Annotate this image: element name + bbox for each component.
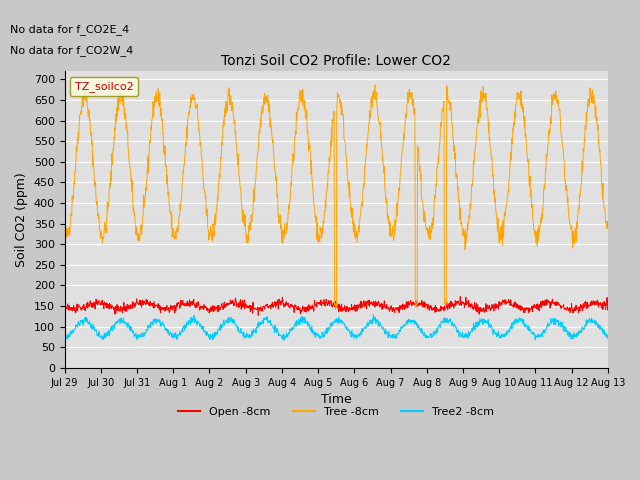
Open -8cm: [492, 301, 500, 307]
Tree2 -8cm: [209, 337, 217, 343]
Tree -8cm: [243, 236, 250, 242]
Open -8cm: [243, 303, 250, 309]
Tree2 -8cm: [182, 325, 189, 331]
X-axis label: Time: Time: [321, 393, 351, 406]
Open -8cm: [540, 303, 548, 309]
Tree -8cm: [371, 82, 379, 88]
Tree2 -8cm: [540, 327, 548, 333]
Text: No data for f_CO2E_4: No data for f_CO2E_4: [10, 24, 129, 36]
Tree2 -8cm: [243, 330, 250, 336]
Tree2 -8cm: [604, 332, 612, 338]
Tree2 -8cm: [421, 334, 429, 340]
Tree -8cm: [540, 184, 548, 190]
Y-axis label: Soil CO2 (ppm): Soil CO2 (ppm): [15, 172, 28, 267]
Line: Open -8cm: Open -8cm: [65, 297, 608, 315]
Tree -8cm: [61, 227, 68, 233]
Tree2 -8cm: [168, 333, 176, 339]
Open -8cm: [168, 303, 176, 309]
Open -8cm: [61, 300, 68, 306]
Line: Tree2 -8cm: Tree2 -8cm: [65, 315, 608, 340]
Open -8cm: [456, 294, 464, 300]
Tree2 -8cm: [61, 334, 68, 339]
Tree -8cm: [492, 208, 500, 214]
Open -8cm: [604, 300, 612, 305]
Tree -8cm: [168, 234, 176, 240]
Open -8cm: [182, 301, 189, 307]
Tree -8cm: [421, 216, 429, 221]
Open -8cm: [421, 304, 429, 310]
Text: No data for f_CO2W_4: No data for f_CO2W_4: [10, 45, 134, 56]
Title: Tonzi Soil CO2 Profile: Lower CO2: Tonzi Soil CO2 Profile: Lower CO2: [221, 55, 451, 69]
Line: Tree -8cm: Tree -8cm: [65, 85, 608, 309]
Tree2 -8cm: [369, 312, 377, 318]
Tree -8cm: [604, 226, 612, 232]
Tree2 -8cm: [492, 330, 500, 336]
Legend: Open -8cm, Tree -8cm, Tree2 -8cm: Open -8cm, Tree -8cm, Tree2 -8cm: [173, 403, 499, 421]
Tree -8cm: [182, 147, 189, 153]
Open -8cm: [255, 312, 262, 318]
Tree -8cm: [332, 306, 339, 312]
